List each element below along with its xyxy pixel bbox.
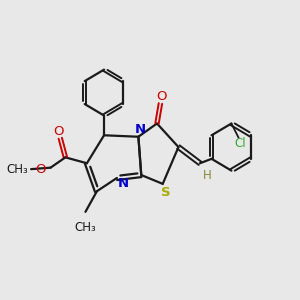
Text: O: O xyxy=(53,125,64,138)
Text: S: S xyxy=(161,186,170,199)
Text: O: O xyxy=(35,163,45,176)
Text: N: N xyxy=(118,177,129,190)
Text: O: O xyxy=(157,91,167,103)
Text: H: H xyxy=(203,169,212,182)
Text: CH₃: CH₃ xyxy=(74,221,96,234)
Text: Cl: Cl xyxy=(234,137,246,150)
Text: N: N xyxy=(135,123,146,136)
Text: CH₃: CH₃ xyxy=(6,163,28,176)
